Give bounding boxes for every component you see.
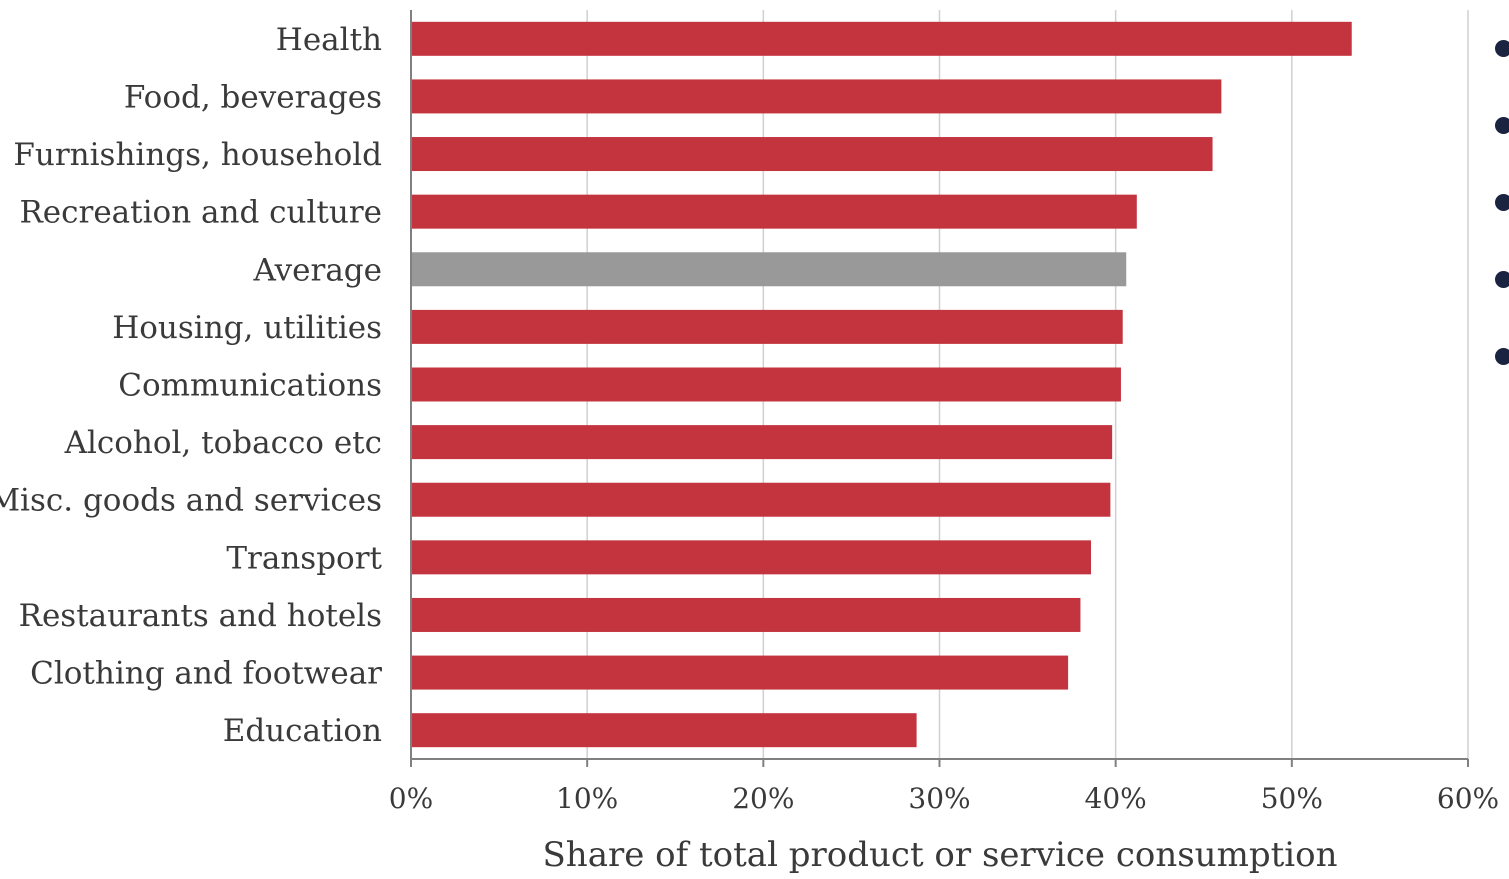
tick-labels: 0% 10% 20% 30% 40% 50% 60%	[389, 782, 1499, 815]
category-label: Communications	[118, 368, 382, 404]
category-labels: Health Food, beverages Furnishings, househ…	[0, 22, 383, 749]
category-label: Restaurants and hotels	[19, 598, 382, 634]
x-tick-label: 50%	[1261, 782, 1323, 815]
category-label: Education	[223, 713, 382, 749]
bar-education	[412, 713, 917, 748]
bar-transport	[412, 540, 1092, 575]
list-bullet	[1495, 271, 1509, 288]
bar-communications	[412, 367, 1121, 402]
category-label: Misc. goods and services	[0, 483, 382, 519]
x-axis-title: Share of total product or service consum…	[543, 835, 1338, 874]
x-tick-label: 30%	[908, 782, 970, 815]
bars	[412, 21, 1352, 748]
category-label: Health	[276, 22, 382, 58]
category-label: Clothing and footwear	[30, 656, 382, 692]
category-label: Transport	[226, 540, 382, 576]
category-label: Average	[253, 252, 382, 288]
bar-average	[412, 252, 1127, 287]
x-tick-label: 0%	[389, 782, 433, 815]
bar-health	[412, 21, 1352, 56]
list-bullet	[1495, 194, 1509, 211]
bar-restaurants-and-hotels	[412, 597, 1081, 632]
axes	[410, 10, 1469, 767]
x-tick-label: 10%	[556, 782, 618, 815]
bar-housing-utilities	[412, 309, 1123, 344]
bar-recreation-and-culture	[412, 194, 1137, 229]
category-label: Furnishings, household	[13, 137, 382, 173]
bar-food-beverages	[412, 79, 1222, 114]
bar-misc-goods-and-services	[412, 482, 1111, 517]
bar-furnishings-household	[412, 137, 1213, 172]
bar-clothing-and-footwear	[412, 655, 1069, 690]
list-bullet	[1495, 348, 1509, 365]
category-label: Alcohol, tobacco etc	[64, 425, 382, 461]
category-label: Food, beverages	[124, 79, 382, 115]
x-tick-label: 20%	[732, 782, 794, 815]
x-tick-label: 60%	[1437, 782, 1499, 815]
x-tick-label: 40%	[1085, 782, 1147, 815]
list-bullet	[1495, 117, 1509, 134]
category-label: Recreation and culture	[19, 195, 382, 231]
list-bullet	[1495, 40, 1509, 57]
bar-alcohol-tobacco-etc	[412, 425, 1113, 460]
category-label: Housing, utilities	[112, 310, 382, 346]
